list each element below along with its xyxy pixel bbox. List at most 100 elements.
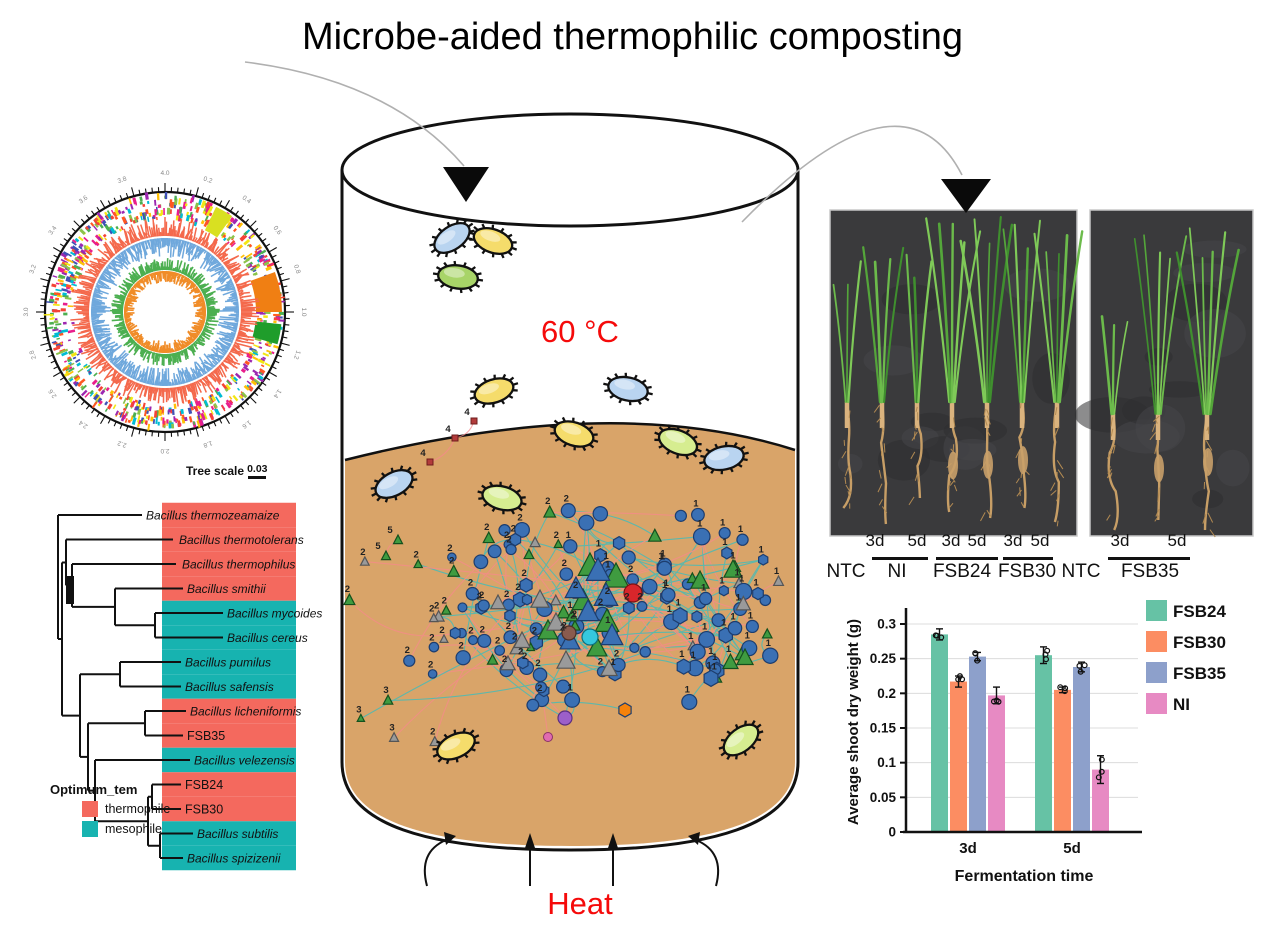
legend-swatch-NI	[1146, 693, 1167, 714]
bar-FSB35-5d	[1073, 666, 1090, 832]
svg-text:2.4: 2.4	[78, 418, 90, 429]
optimum-band	[162, 674, 296, 699]
legend-swatch-FSB24	[1146, 600, 1167, 621]
bar-FSB35-3d	[969, 656, 986, 832]
svg-text:1: 1	[693, 498, 699, 509]
svg-text:1: 1	[759, 544, 765, 555]
svg-text:1.8: 1.8	[202, 439, 213, 449]
svg-text:2: 2	[561, 620, 566, 631]
svg-text:1: 1	[748, 610, 754, 621]
svg-text:1: 1	[664, 578, 670, 589]
bootstrap-mark	[66, 576, 74, 604]
svg-text:1: 1	[722, 537, 728, 548]
group-label: NTC	[1061, 561, 1101, 582]
svg-text:1: 1	[566, 530, 572, 541]
timepoint-label: 3d	[865, 531, 885, 550]
svg-text:2: 2	[480, 624, 485, 635]
optimum-band	[162, 649, 296, 675]
seedling	[1100, 315, 1129, 531]
circular-genome-map: 0.2 0.4 0.6 0.8 1.0 1.2 1.4 1.6 1.8 2.0 2.2 2.4 2.6 2…	[23, 170, 307, 454]
svg-text:1: 1	[702, 622, 708, 633]
svg-text:2: 2	[562, 558, 567, 569]
svg-text:1: 1	[708, 646, 714, 657]
svg-text:2: 2	[554, 530, 559, 541]
group-overline	[872, 557, 928, 560]
svg-text:2: 2	[429, 632, 434, 643]
data-point	[959, 676, 966, 683]
data-point	[1076, 662, 1083, 669]
seedling	[905, 253, 933, 506]
svg-text:3: 3	[356, 704, 361, 715]
svg-text:2: 2	[429, 604, 434, 615]
svg-text:2: 2	[535, 658, 540, 669]
svg-text:2: 2	[458, 641, 463, 652]
svg-text:1: 1	[685, 684, 691, 695]
svg-text:2: 2	[522, 651, 527, 662]
svg-text:2: 2	[511, 523, 516, 534]
network-nodes	[342, 417, 785, 747]
svg-text:1: 1	[734, 568, 740, 579]
svg-text:2: 2	[624, 592, 629, 603]
taxon-label: Bacillus smithii	[187, 582, 266, 596]
data-point	[1098, 756, 1105, 763]
taxon-label: Bacillus pumilus	[185, 656, 271, 670]
svg-text:4.0: 4.0	[160, 170, 169, 177]
optimum-band	[162, 502, 296, 528]
svg-text:2: 2	[468, 626, 473, 637]
seedling	[1033, 230, 1084, 527]
bar-NI-5d	[1092, 769, 1109, 832]
svg-text:2: 2	[442, 596, 447, 607]
svg-text:2: 2	[360, 547, 365, 558]
svg-text:2: 2	[605, 586, 610, 597]
y-tick-label: 0.1	[877, 755, 896, 770]
data-point	[993, 697, 1000, 704]
svg-text:1.6: 1.6	[240, 419, 252, 430]
svg-text:2: 2	[449, 555, 454, 566]
svg-text:2: 2	[521, 568, 526, 579]
taxon-label: Bacillus velezensis	[194, 754, 295, 768]
heat-arrows	[423, 832, 720, 887]
svg-text:2: 2	[504, 530, 509, 541]
svg-text:2: 2	[447, 543, 452, 554]
svg-text:1: 1	[712, 652, 718, 663]
svg-text:2: 2	[506, 534, 511, 545]
svg-text:1: 1	[753, 578, 759, 589]
svg-text:2: 2	[504, 589, 509, 600]
svg-text:2: 2	[512, 631, 517, 642]
legend-label-NI: NI	[1173, 695, 1190, 714]
svg-text:2: 2	[495, 636, 500, 647]
svg-text:1: 1	[736, 593, 742, 604]
data-point	[1098, 768, 1105, 775]
svg-text:1: 1	[774, 566, 780, 577]
bacterium-icon	[468, 223, 518, 259]
bar-NI-3d	[988, 695, 1005, 832]
svg-text:1: 1	[730, 551, 736, 562]
heat-arrow-curved	[423, 839, 447, 887]
svg-text:3.6: 3.6	[78, 194, 90, 205]
svg-text:2: 2	[414, 550, 419, 561]
svg-text:1.4: 1.4	[271, 388, 282, 400]
bacterium-icon	[699, 441, 749, 475]
y-axis-title: Average shoot dry weight (g)	[845, 619, 862, 825]
heat-arrow-curved	[695, 839, 720, 887]
svg-text:3.0: 3.0	[23, 307, 30, 316]
bacterium-icon	[432, 260, 484, 294]
bacterium-icon	[370, 465, 418, 503]
svg-text:5: 5	[387, 525, 393, 536]
bar-FSB24-3d	[931, 634, 948, 832]
svg-text:1.2: 1.2	[292, 349, 302, 360]
svg-text:1: 1	[660, 548, 666, 559]
bacterium-icon	[654, 424, 702, 460]
taxon-label: Bacillus thermophilus	[182, 558, 295, 572]
svg-text:1: 1	[567, 683, 573, 694]
x-axis-title: Fermentation time	[955, 868, 1094, 885]
svg-text:1: 1	[738, 524, 744, 535]
mesophile-label: mesophile	[105, 822, 162, 836]
data-point	[1043, 656, 1050, 663]
svg-text:2: 2	[517, 513, 522, 524]
svg-text:2: 2	[537, 683, 542, 694]
tree-scale-label: Tree scale	[186, 464, 245, 478]
